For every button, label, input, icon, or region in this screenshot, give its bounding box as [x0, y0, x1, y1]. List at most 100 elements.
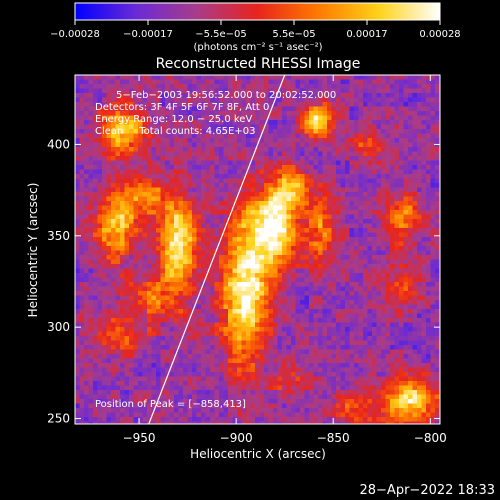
heatmap-cell: [75, 237, 81, 243]
heatmap-cell: [156, 124, 162, 130]
heatmap-cell: [300, 363, 306, 369]
heatmap-cell: [277, 246, 283, 252]
heatmap-cell: [210, 138, 216, 144]
heatmap-cell: [273, 147, 279, 153]
heatmap-cell: [183, 354, 189, 360]
heatmap-cell: [138, 318, 144, 324]
heatmap-cell: [84, 133, 90, 139]
heatmap-cell: [354, 327, 360, 333]
heatmap-cell: [255, 327, 261, 333]
heatmap-cell: [169, 178, 175, 184]
heatmap-cell: [336, 403, 342, 409]
heatmap-cell: [223, 331, 229, 337]
heatmap-cell: [210, 147, 216, 153]
heatmap-cell: [345, 268, 351, 274]
heatmap-cell: [214, 268, 220, 274]
heatmap-cell: [313, 210, 319, 216]
heatmap-cell: [304, 219, 310, 225]
heatmap-cell: [331, 93, 337, 99]
heatmap-cell: [165, 277, 171, 283]
heatmap-cell: [237, 178, 243, 184]
heatmap-cell: [129, 385, 135, 391]
heatmap-cell: [93, 309, 99, 315]
heatmap-cell: [142, 349, 148, 355]
heatmap-cell: [147, 192, 153, 198]
heatmap-cell: [277, 133, 283, 139]
heatmap-cell: [322, 259, 328, 265]
heatmap-cell: [201, 376, 207, 382]
heatmap-cell: [250, 331, 256, 337]
heatmap-cell: [264, 115, 270, 121]
heatmap-cell: [241, 241, 247, 247]
heatmap-cell: [115, 111, 121, 117]
heatmap-cell: [201, 174, 207, 180]
heatmap-cell: [138, 115, 144, 121]
heatmap-cell: [178, 133, 184, 139]
heatmap-cell: [75, 156, 81, 162]
heatmap-cell: [93, 327, 99, 333]
heatmap-cell: [183, 196, 189, 202]
heatmap-cell: [115, 304, 121, 310]
heatmap-cell: [354, 399, 360, 405]
heatmap-cell: [286, 133, 292, 139]
heatmap-cell: [210, 160, 216, 166]
heatmap-cell: [160, 399, 166, 405]
heatmap-cell: [349, 264, 355, 270]
heatmap-cell: [187, 196, 193, 202]
heatmap-cell: [237, 385, 243, 391]
heatmap-cell: [286, 138, 292, 144]
heatmap-cell: [120, 376, 126, 382]
heatmap-cell: [102, 417, 108, 423]
heatmap-cell: [282, 286, 288, 292]
heatmap-cell: [151, 286, 157, 292]
heatmap-cell: [120, 259, 126, 265]
heatmap-cell: [93, 120, 99, 126]
heatmap-cell: [102, 250, 108, 256]
heatmap-cell: [93, 421, 99, 424]
heatmap-cell: [282, 232, 288, 238]
heatmap-cell: [84, 106, 90, 112]
heatmap-cell: [282, 228, 288, 234]
heatmap-cell: [124, 417, 130, 423]
heatmap-cell: [345, 349, 351, 355]
heatmap-cell: [192, 376, 198, 382]
heatmap-cell: [178, 331, 184, 337]
heatmap-cell: [282, 412, 288, 418]
heatmap-cell: [75, 151, 81, 157]
heatmap-cell: [201, 399, 207, 405]
heatmap-cell: [151, 363, 157, 369]
heatmap-cell: [228, 340, 234, 346]
heatmap-cell: [250, 390, 256, 396]
heatmap-cell: [169, 133, 175, 139]
heatmap-cell: [331, 264, 337, 270]
heatmap-cell: [93, 322, 99, 328]
heatmap-cell: [84, 376, 90, 382]
heatmap-cell: [277, 304, 283, 310]
heatmap-cell: [232, 79, 238, 85]
heatmap-cell: [286, 115, 292, 121]
heatmap-cell: [79, 295, 85, 301]
heatmap-cell: [273, 142, 279, 148]
heatmap-cell: [354, 223, 360, 229]
heatmap-cell: [174, 165, 180, 171]
heatmap-cell: [151, 349, 157, 355]
heatmap-cell: [304, 232, 310, 238]
heatmap-cell: [160, 376, 166, 382]
heatmap-cell: [300, 268, 306, 274]
heatmap-cell: [169, 160, 175, 166]
heatmap-cell: [282, 129, 288, 135]
heatmap-cell: [331, 106, 337, 112]
heatmap-cell: [147, 345, 153, 351]
heatmap-cell: [318, 201, 324, 207]
heatmap-cell: [340, 232, 346, 238]
heatmap-cell: [354, 237, 360, 243]
heatmap-cell: [246, 381, 252, 387]
heatmap-cell: [264, 237, 270, 243]
heatmap-cell: [304, 412, 310, 418]
heatmap-cell: [210, 156, 216, 162]
heatmap-cell: [111, 237, 117, 243]
heatmap-cell: [133, 115, 139, 121]
heatmap-cell: [75, 115, 81, 121]
heatmap-cell: [327, 295, 333, 301]
heatmap-cell: [223, 228, 229, 234]
